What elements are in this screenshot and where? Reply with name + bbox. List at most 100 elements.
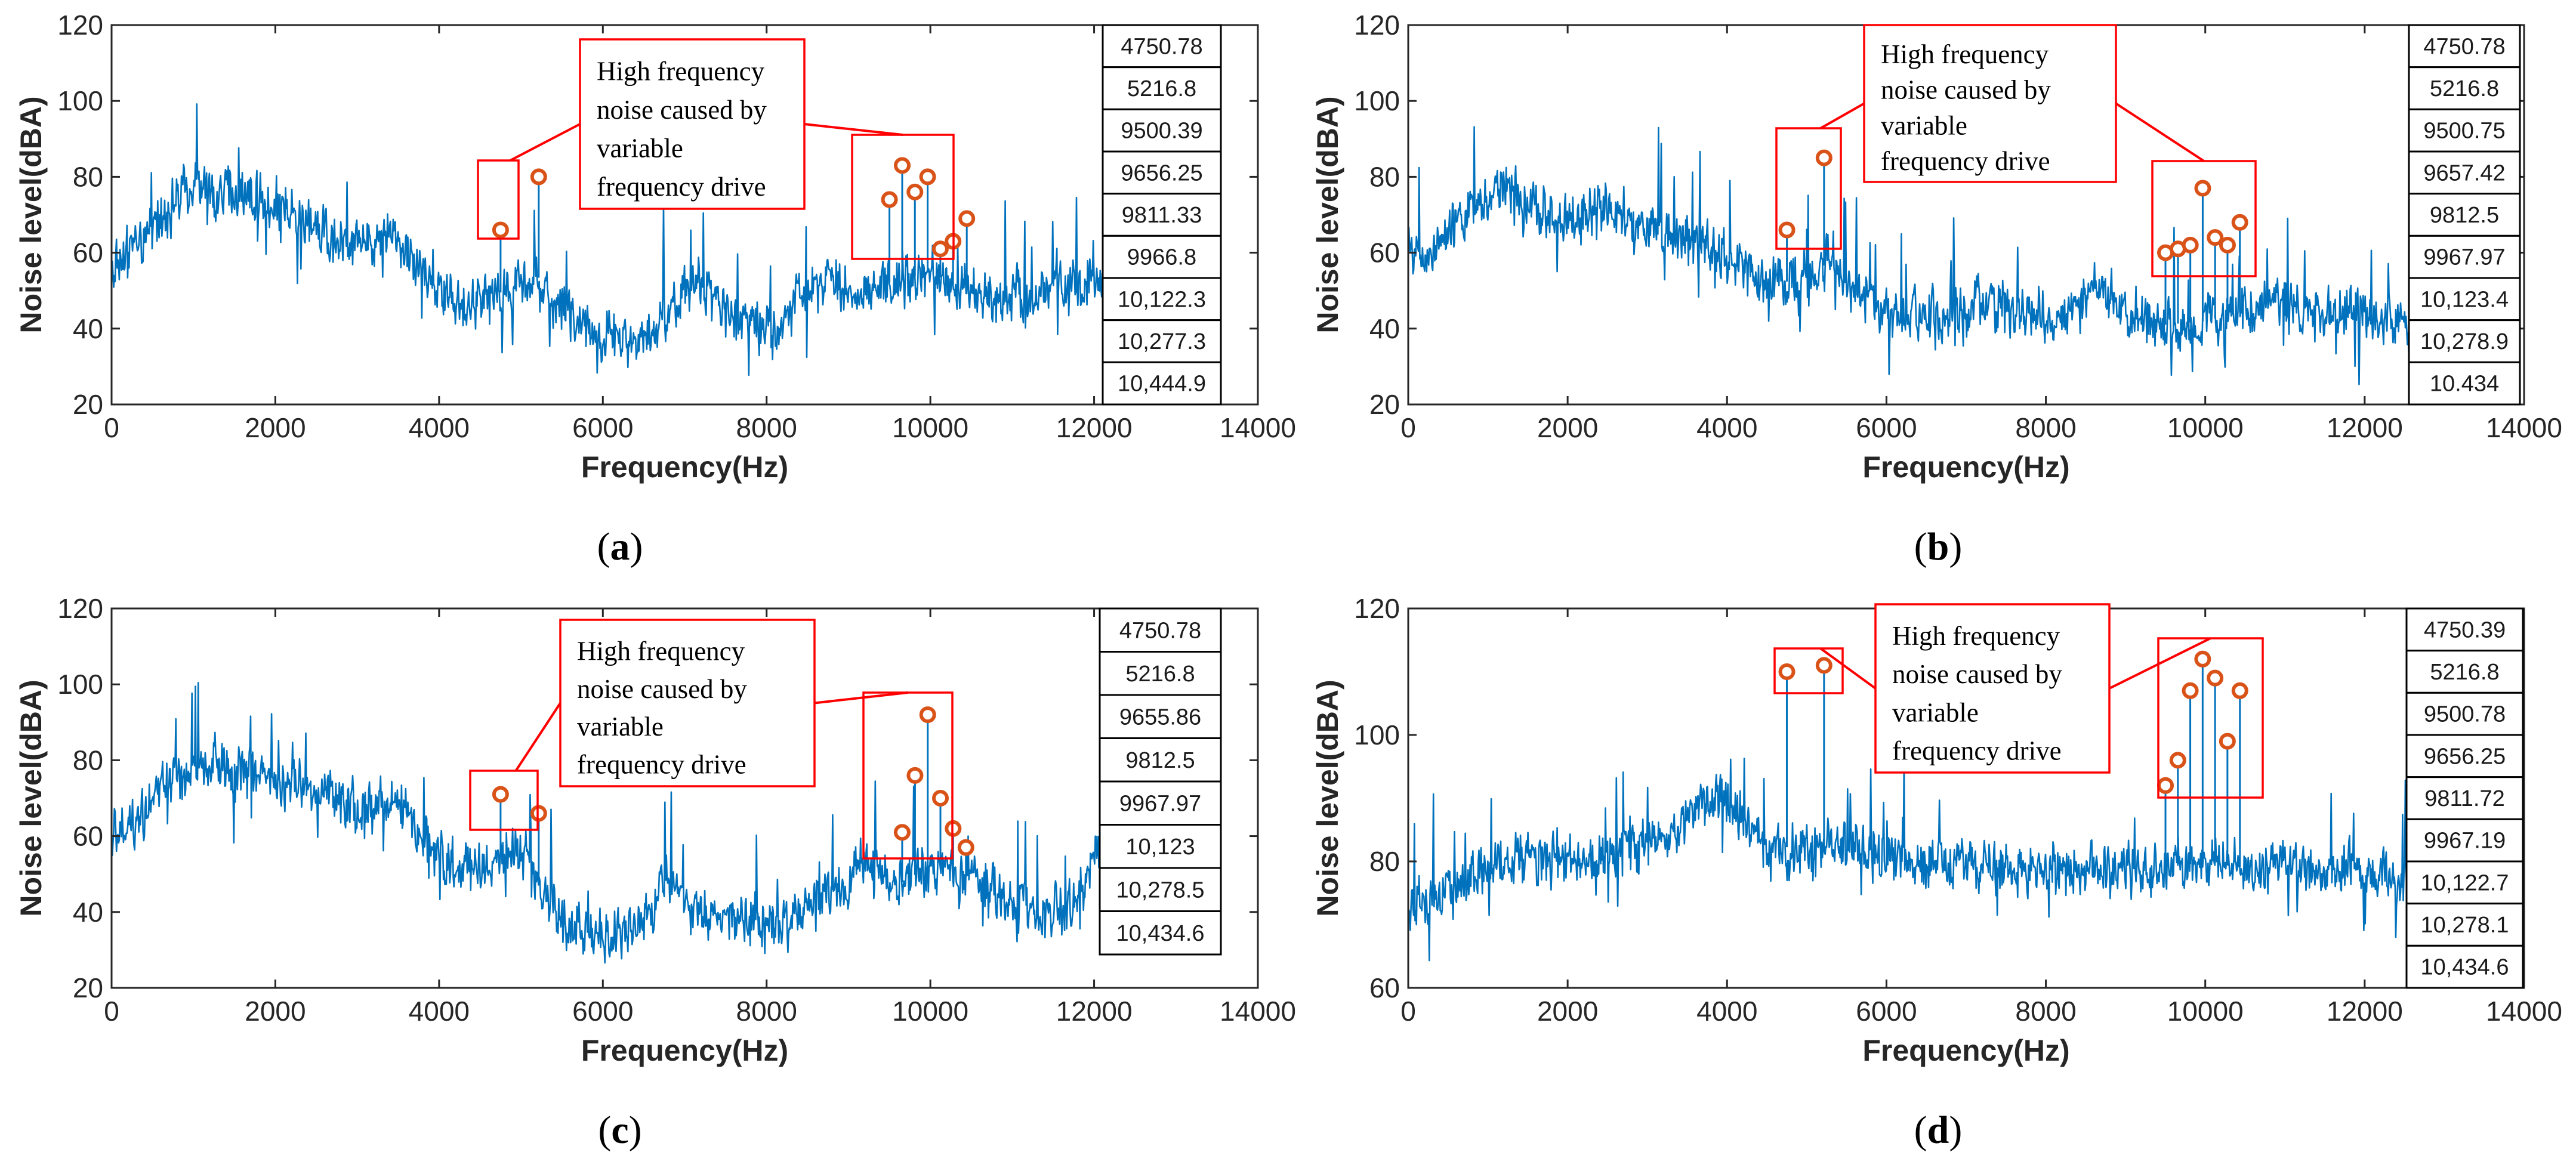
peak-table-cell (2405, 691, 2524, 736)
peak-table-value: 9656.25 (1121, 160, 1202, 186)
peak-table-cell (2408, 234, 2521, 279)
peak-marker (2169, 752, 2186, 769)
annotation-text: variable (597, 134, 683, 163)
peak-marker (530, 168, 547, 186)
peak-table-cell (1099, 607, 1222, 653)
x-tick-label: 2000 (1537, 412, 1598, 443)
peak-marker (492, 786, 509, 803)
peak-marker (2194, 650, 2211, 668)
x-tick-label: 10000 (892, 996, 968, 1027)
x-tick-label: 10000 (2167, 412, 2244, 443)
peak-marker (2219, 733, 2236, 750)
annotation-box (579, 38, 806, 210)
chart-panel-d: 0 2000 4000 6000 8000 10000 12000 14000 60 80 100 1… (1311, 593, 2562, 1152)
peak-table-value: 10.434 (2430, 372, 2499, 397)
x-tick-label: 8000 (2015, 412, 2076, 443)
peak-table-cell (1099, 910, 1222, 956)
callout-leader-left (1819, 647, 1877, 690)
annotation-text: frequency drive (1881, 146, 2050, 176)
peak-table-cell (2408, 108, 2521, 153)
annotation-text: High frequency (597, 57, 765, 86)
annotation-box (1863, 24, 2117, 183)
peak-table-cell (2405, 944, 2524, 989)
peak-table-value: 9657.42 (2423, 160, 2505, 186)
callout-leader-right (814, 691, 908, 705)
peak-table-value: 10,278.9 (2420, 329, 2509, 354)
peak-table-value: 9966.8 (1127, 245, 1196, 270)
peak-marker (2207, 669, 2224, 687)
peak-table-cell (2408, 193, 2521, 237)
peak-table-value: 10,434.6 (1116, 921, 1205, 946)
peak-table-value: 10,277.3 (1118, 329, 1206, 354)
x-tick-label: 14000 (2486, 412, 2562, 443)
peak-table-value: 9811.33 (1122, 203, 1202, 228)
x-tick-label: 2000 (1537, 996, 1598, 1027)
y-axis-label: Noise level(dBA) (14, 679, 48, 916)
peak-marker (932, 790, 949, 807)
x-tick-label: 4000 (409, 996, 470, 1027)
peak-marker (958, 210, 976, 227)
peak-marker (1778, 663, 1796, 680)
chart-panel-a: 0 2000 4000 6000 8000 10000 12000 14000 20 40 60 80… (14, 10, 1296, 569)
peak-table-cell (2405, 607, 2524, 652)
y-tick-label: 80 (73, 161, 103, 192)
peak-marker (906, 183, 924, 200)
peak-marker (881, 191, 898, 208)
peak-marker (2219, 236, 2236, 254)
peak-table-value: 5216.8 (2430, 660, 2499, 685)
chart-panel-b: 0 2000 4000 6000 8000 10000 12000 14000 20 40 60 80… (1311, 10, 2562, 569)
y-tick-label: 40 (73, 313, 103, 344)
peak-table-value: 9967.97 (1119, 791, 1201, 816)
peak-table-value: 4750.39 (2424, 617, 2506, 642)
highlight-box-low (1775, 127, 1842, 250)
x-tick-label: 12000 (1056, 412, 1133, 443)
annotation-text: noise caused by (1892, 659, 2062, 689)
callout-leader-right (804, 123, 903, 136)
spectrum-line-c (110, 682, 1161, 964)
peak-marker (893, 824, 911, 841)
x-tick-label: 6000 (572, 412, 633, 443)
callout-leader-left (510, 123, 581, 162)
y-tick-label: 120 (57, 10, 103, 41)
x-tick-label: 0 (104, 412, 119, 443)
annotation-text: variable (1892, 697, 1979, 727)
peak-table-cell (1102, 108, 1222, 153)
x-tick-label: 0 (1400, 412, 1416, 443)
peak-table-value: 10,122.7 (2421, 870, 2509, 895)
x-tick-label: 12000 (1056, 996, 1133, 1027)
peak-table-cell (1102, 193, 1222, 237)
annotation-text: frequency drive (577, 750, 746, 780)
x-tick-label: 6000 (572, 996, 633, 1027)
peak-table-cell (1102, 361, 1222, 406)
peak-table-value: 5216.8 (2430, 76, 2499, 101)
peak-marker (2182, 682, 2199, 699)
x-tick-label: 12000 (2327, 996, 2403, 1027)
peak-table-value: 9812.5 (1125, 748, 1195, 773)
peak-table-value: 9500.78 (2424, 702, 2506, 727)
peak-table-value: 9656.25 (2424, 744, 2506, 769)
peak-marker (957, 839, 974, 856)
x-tick-label: 0 (1400, 996, 1416, 1027)
peak-marker (2157, 777, 2174, 794)
x-tick-label: 2000 (245, 412, 306, 443)
peak-table-value: 9655.86 (1119, 705, 1201, 730)
y-tick-label: 80 (1369, 161, 1400, 192)
x-tick-label: 8000 (736, 996, 797, 1027)
peak-table-cell (2405, 903, 2524, 947)
peak-marker (893, 157, 911, 174)
peak-table-value: 9967.97 (2423, 245, 2505, 270)
axes-frame (110, 607, 1259, 989)
peak-table-cell (2405, 734, 2524, 778)
x-tick-label: 4000 (1696, 996, 1757, 1027)
peak-table-cell (2405, 776, 2524, 820)
annotation-text: variable (1881, 110, 1967, 140)
peak-marker (2231, 214, 2248, 231)
x-tick-label: 14000 (1220, 412, 1296, 443)
peak-marker (2231, 682, 2248, 699)
y-tick-label: 120 (1354, 593, 1400, 624)
callout-leader-left (514, 702, 562, 772)
peak-table-cell (1099, 651, 1222, 696)
peak-marker (1815, 657, 1832, 674)
y-axis-label: Noise level(dBA) (14, 96, 48, 333)
peak-table-cell (2408, 277, 2521, 322)
